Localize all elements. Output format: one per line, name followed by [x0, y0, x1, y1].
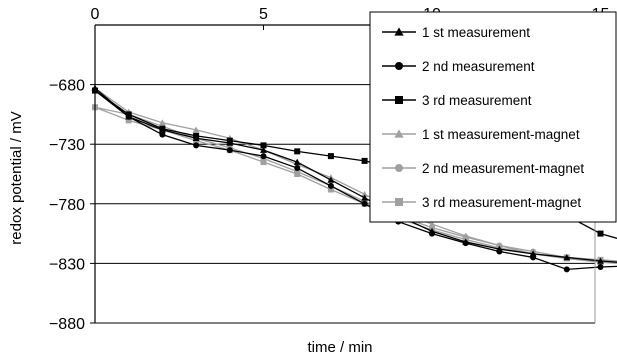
data-point — [192, 126, 200, 133]
data-point — [597, 257, 604, 264]
data-point — [597, 230, 604, 237]
legend-entry-2: 2 nd measurement — [382, 59, 535, 74]
legend-entry-1: 1 st measurement — [382, 25, 530, 40]
data-point — [294, 171, 301, 177]
data-point — [159, 125, 166, 132]
data-point — [327, 153, 334, 160]
x-tick-label: 0 — [91, 6, 100, 23]
data-point — [260, 146, 267, 153]
data-point — [361, 190, 369, 198]
legend-entry-3: 3 rd measurement — [382, 93, 532, 108]
data-point — [260, 159, 267, 166]
data-point — [496, 248, 503, 255]
legend-label: 2 nd measurement — [422, 59, 535, 74]
data-point — [294, 148, 301, 155]
y-tick-label: −880 — [49, 316, 85, 333]
legend-marker — [394, 27, 404, 36]
data-point — [361, 194, 369, 201]
data-point — [530, 254, 537, 261]
legend-label: 1 st measurement-magnet — [422, 127, 580, 142]
data-point — [260, 153, 267, 160]
legend-entry-6: 3 rd measurement-magnet — [382, 195, 581, 210]
data-point — [193, 142, 200, 149]
legend-marker — [395, 198, 403, 206]
legend-box — [369, 11, 617, 223]
legend-label: 3 rd measurement-magnet — [422, 195, 581, 210]
y-tick-label: −830 — [49, 256, 85, 273]
y-tick-label: −680 — [49, 78, 85, 95]
legend-label: 2 nd measurement-magnet — [422, 161, 584, 176]
data-point — [563, 266, 570, 273]
data-point — [125, 111, 132, 118]
y-tick-label: −730 — [49, 137, 85, 154]
legend-marker — [394, 129, 404, 138]
legend-entry-4: 1 st measurement-magnet — [382, 127, 580, 142]
legend-marker — [395, 164, 403, 172]
data-point — [429, 230, 435, 237]
data-point — [193, 132, 200, 139]
y-tick-label: −780 — [49, 197, 85, 214]
y-axis-label: redox potential / mV — [8, 111, 25, 244]
data-point — [327, 176, 335, 183]
data-point — [294, 165, 301, 172]
x-tick-label: 5 — [259, 6, 268, 23]
legend-entry-5: 2 nd measurement-magnet — [382, 161, 584, 176]
data-point — [125, 117, 132, 124]
legend-label: 1 st measurement — [422, 25, 530, 40]
data-point — [260, 142, 267, 149]
legend-marker — [395, 96, 403, 104]
data-point — [361, 157, 368, 164]
legend: 1 st measurement 2 nd measurement 3 rd mea… — [369, 11, 617, 223]
data-point — [293, 158, 301, 165]
data-point — [327, 182, 334, 189]
data-point — [226, 147, 233, 154]
data-point — [361, 200, 368, 207]
data-point — [159, 131, 166, 138]
data-point — [597, 263, 604, 270]
x-axis-label: time / min — [307, 339, 372, 356]
data-point — [462, 240, 469, 247]
data-point — [226, 137, 233, 144]
data-point — [563, 253, 571, 261]
legend-marker — [395, 62, 403, 70]
data-point — [327, 186, 334, 193]
legend-label: 3 rd measurement — [422, 93, 532, 108]
